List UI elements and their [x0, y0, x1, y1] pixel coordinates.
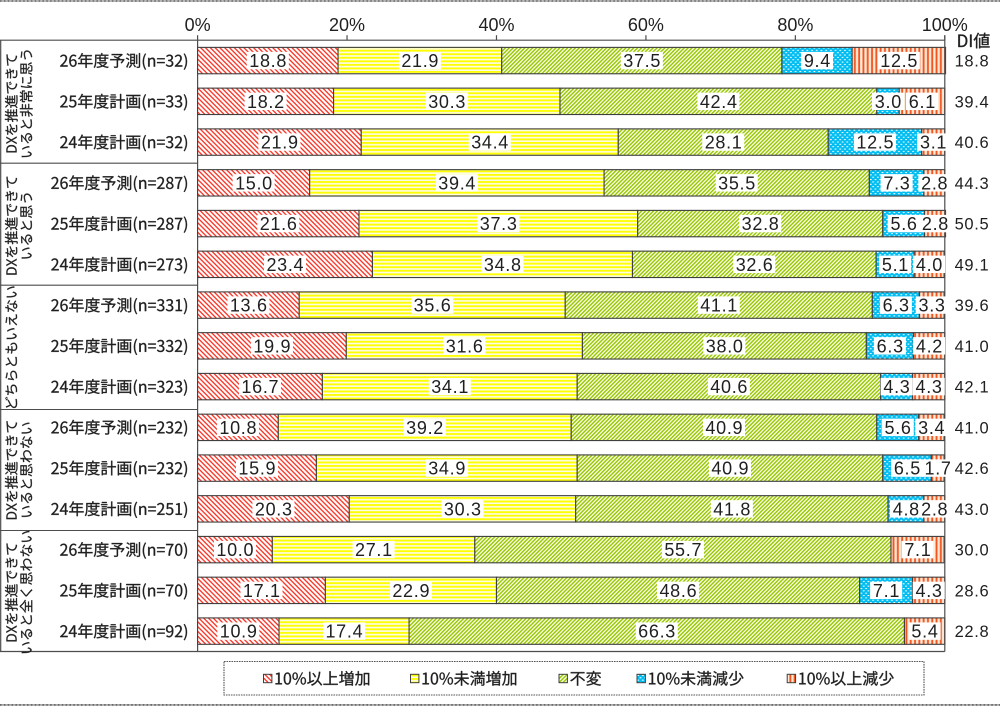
- svg-text:34.9: 34.9: [428, 459, 466, 479]
- svg-text:49.1: 49.1: [955, 256, 990, 274]
- svg-text:4.0: 4.0: [916, 255, 943, 275]
- svg-text:40%: 40%: [478, 15, 514, 35]
- svg-text:4.3: 4.3: [916, 377, 943, 397]
- svg-text:43.0: 43.0: [955, 501, 990, 519]
- svg-text:32.6: 32.6: [736, 255, 774, 275]
- svg-text:6.5: 6.5: [894, 459, 921, 479]
- svg-text:23.4: 23.4: [266, 255, 304, 275]
- svg-text:10.9: 10.9: [220, 622, 258, 642]
- svg-text:42.1: 42.1: [955, 379, 990, 397]
- svg-text:18.2: 18.2: [247, 92, 285, 112]
- svg-text:4.8: 4.8: [893, 499, 920, 519]
- svg-text:15.9: 15.9: [238, 459, 276, 479]
- svg-text:41.8: 41.8: [713, 499, 751, 519]
- svg-text:19.9: 19.9: [253, 336, 291, 356]
- svg-text:9.4: 9.4: [804, 51, 831, 71]
- svg-text:42.6: 42.6: [955, 460, 990, 478]
- svg-text:15.0: 15.0: [235, 173, 273, 193]
- svg-text:37.5: 37.5: [623, 51, 661, 71]
- svg-text:18.8: 18.8: [955, 53, 990, 71]
- svg-text:20.3: 20.3: [255, 499, 293, 519]
- svg-text:7.1: 7.1: [873, 581, 900, 601]
- svg-text:5.1: 5.1: [882, 255, 909, 275]
- svg-text:32.8: 32.8: [742, 214, 780, 234]
- svg-text:80%: 80%: [777, 15, 813, 35]
- svg-text:40.6: 40.6: [955, 134, 990, 152]
- svg-text:40.9: 40.9: [711, 459, 749, 479]
- svg-text:38.0: 38.0: [706, 336, 744, 356]
- svg-text:34.8: 34.8: [484, 255, 522, 275]
- svg-text:30.3: 30.3: [428, 92, 466, 112]
- svg-text:66.3: 66.3: [638, 622, 676, 642]
- svg-text:3.0: 3.0: [875, 92, 902, 112]
- svg-text:34.4: 34.4: [471, 133, 509, 153]
- svg-text:5.6: 5.6: [890, 214, 917, 234]
- svg-text:60%: 60%: [628, 15, 664, 35]
- svg-text:40.6: 40.6: [710, 377, 748, 397]
- svg-text:30.3: 30.3: [444, 499, 482, 519]
- svg-text:7.1: 7.1: [904, 540, 931, 560]
- svg-text:18.8: 18.8: [249, 51, 287, 71]
- svg-text:21.6: 21.6: [260, 214, 298, 234]
- svg-text:16.7: 16.7: [241, 377, 279, 397]
- svg-text:21.9: 21.9: [401, 51, 439, 71]
- svg-text:4.3: 4.3: [916, 581, 943, 601]
- svg-text:10.0: 10.0: [216, 540, 254, 560]
- svg-text:41.0: 41.0: [955, 419, 990, 437]
- svg-text:1.7: 1.7: [924, 459, 951, 479]
- svg-text:35.6: 35.6: [414, 296, 452, 316]
- svg-text:6.3: 6.3: [883, 296, 910, 316]
- svg-text:37.3: 37.3: [480, 214, 518, 234]
- svg-text:12.5: 12.5: [856, 133, 894, 153]
- svg-text:3.1: 3.1: [920, 133, 947, 153]
- svg-text:22.9: 22.9: [392, 581, 430, 601]
- svg-text:48.6: 48.6: [659, 581, 697, 601]
- svg-text:31.6: 31.6: [446, 336, 484, 356]
- svg-text:13.6: 13.6: [230, 296, 268, 316]
- svg-text:4.2: 4.2: [916, 336, 943, 356]
- svg-text:41.0: 41.0: [955, 338, 990, 356]
- svg-text:0%: 0%: [185, 15, 211, 35]
- svg-text:10.8: 10.8: [219, 418, 257, 438]
- svg-text:50.5: 50.5: [955, 216, 990, 234]
- svg-text:3.4: 3.4: [918, 418, 945, 438]
- svg-text:17.4: 17.4: [325, 622, 363, 642]
- svg-text:3.3: 3.3: [919, 296, 946, 316]
- svg-text:12.5: 12.5: [880, 51, 918, 71]
- svg-text:2.8: 2.8: [921, 173, 948, 193]
- svg-text:55.7: 55.7: [664, 540, 702, 560]
- svg-text:42.4: 42.4: [700, 92, 738, 112]
- svg-text:39.6: 39.6: [955, 297, 990, 315]
- svg-text:40.9: 40.9: [705, 418, 743, 438]
- svg-text:34.1: 34.1: [431, 377, 469, 397]
- svg-text:5.6: 5.6: [885, 418, 912, 438]
- svg-text:39.4: 39.4: [438, 173, 476, 193]
- svg-text:2.8: 2.8: [922, 214, 949, 234]
- svg-text:6.1: 6.1: [909, 92, 936, 112]
- svg-text:2.8: 2.8: [921, 499, 948, 519]
- svg-text:6.3: 6.3: [877, 336, 904, 356]
- svg-text:28.6: 28.6: [955, 582, 990, 600]
- svg-text:41.1: 41.1: [700, 296, 738, 316]
- svg-text:22.8: 22.8: [955, 623, 990, 641]
- svg-text:21.9: 21.9: [261, 133, 299, 153]
- svg-text:28.1: 28.1: [705, 133, 743, 153]
- svg-text:27.1: 27.1: [355, 540, 393, 560]
- svg-text:30.0: 30.0: [955, 542, 990, 560]
- svg-text:39.2: 39.2: [406, 418, 444, 438]
- svg-text:17.1: 17.1: [243, 581, 281, 601]
- svg-text:44.3: 44.3: [955, 175, 990, 193]
- svg-text:5.4: 5.4: [911, 622, 938, 642]
- svg-text:7.3: 7.3: [883, 173, 910, 193]
- svg-text:39.4: 39.4: [955, 93, 990, 111]
- svg-text:20%: 20%: [329, 15, 365, 35]
- svg-text:35.5: 35.5: [718, 173, 756, 193]
- svg-text:4.3: 4.3: [883, 377, 910, 397]
- svg-text:100%: 100%: [922, 15, 968, 35]
